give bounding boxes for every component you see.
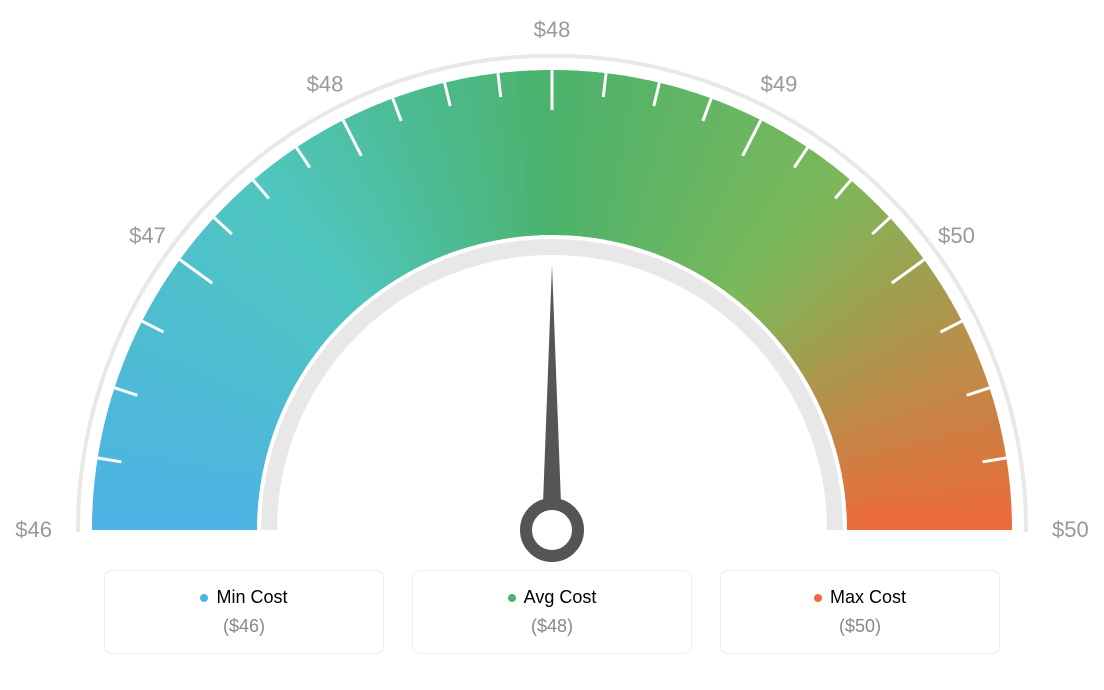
legend-value-avg: ($48) [433, 616, 671, 637]
legend-title-min: Min Cost [200, 587, 287, 608]
legend-label-min: Min Cost [216, 587, 287, 608]
legend-row: Min Cost ($46) Avg Cost ($48) Max Cost (… [0, 570, 1104, 654]
gauge-label: $50 [938, 223, 975, 248]
chart-container: $46 $47 $48 $48 $49 $50 $50 Min Cost ($46) Avg… [0, 0, 1104, 690]
gauge-label: $46 [15, 517, 52, 542]
gauge-label: $48 [307, 71, 344, 96]
legend-value-max: ($50) [741, 616, 979, 637]
legend-title-avg: Avg Cost [508, 587, 597, 608]
gauge-label: $49 [761, 71, 798, 96]
legend-dot-avg [508, 594, 516, 602]
gauge-chart: $46 $47 $48 $48 $49 $50 $50 [0, 0, 1104, 560]
gauge-label: $50 [1052, 517, 1089, 542]
legend-title-max: Max Cost [814, 587, 906, 608]
legend-card-max: Max Cost ($50) [720, 570, 1000, 654]
gauge-label: $48 [534, 17, 571, 42]
legend-dot-max [814, 594, 822, 602]
legend-card-min: Min Cost ($46) [104, 570, 384, 654]
gauge-needle [542, 265, 562, 530]
gauge-label: $47 [129, 223, 166, 248]
legend-label-avg: Avg Cost [524, 587, 597, 608]
legend-card-avg: Avg Cost ($48) [412, 570, 692, 654]
legend-label-max: Max Cost [830, 587, 906, 608]
legend-value-min: ($46) [125, 616, 363, 637]
legend-dot-min [200, 594, 208, 602]
